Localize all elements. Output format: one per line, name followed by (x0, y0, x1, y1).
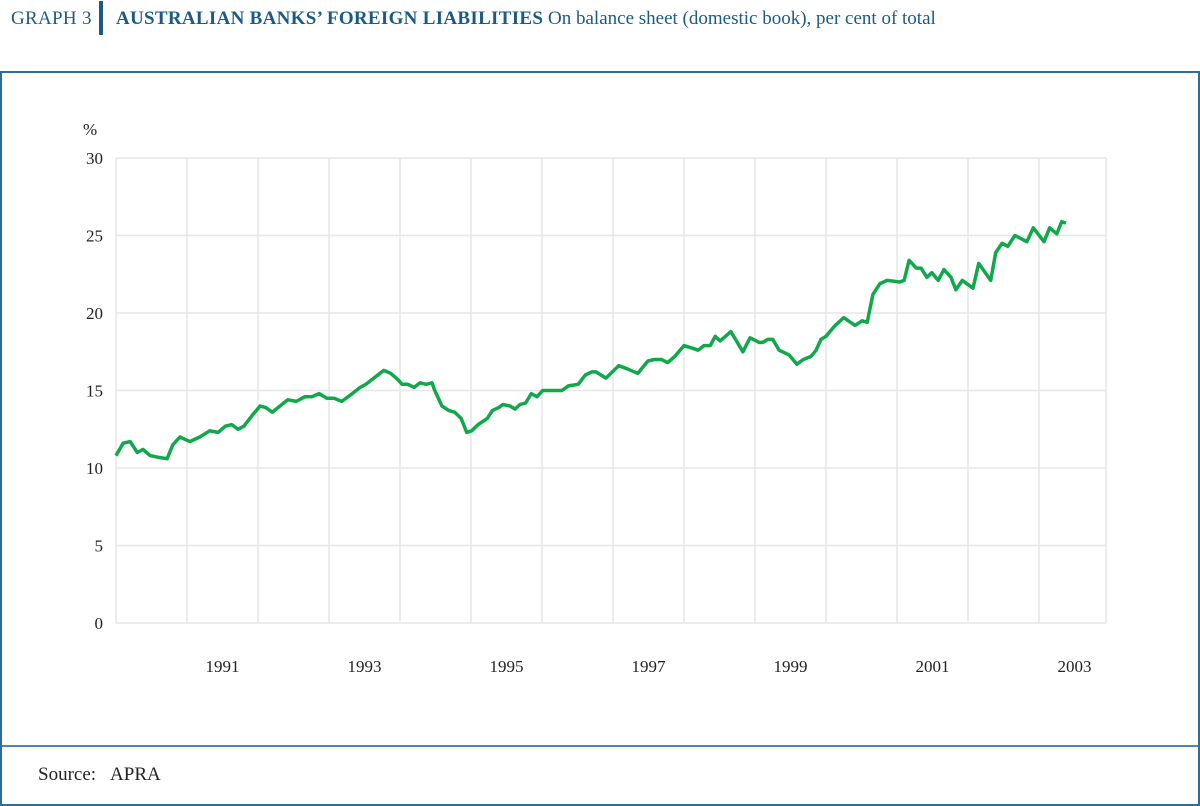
x-tick-label: 2001 (916, 657, 950, 676)
source-value: APRA (110, 764, 161, 785)
series-line (114, 219, 1067, 461)
y-tick-label: 0 (95, 614, 104, 633)
y-tick-label: 25 (86, 227, 103, 246)
y-tick-label: 15 (86, 382, 103, 401)
x-tick-label: 1991 (206, 657, 240, 676)
source-divider (2, 745, 1198, 747)
y-tick-label: 20 (86, 304, 103, 323)
y-tick-label: 5 (95, 537, 104, 556)
chart-title-main: AUSTRALIAN BANKS’ FOREIGN LIABILITIES (116, 8, 544, 29)
graph-number: GRAPH 3 (11, 8, 92, 29)
x-tick-label: 1995 (490, 657, 524, 676)
x-tick-label: 2003 (1058, 657, 1092, 676)
chart-header: GRAPH 3 AUSTRALIAN BANKS’ FOREIGN LIABIL… (0, 0, 1200, 70)
x-tick-label: 1993 (348, 657, 382, 676)
y-axis-ticks: 0 5 10 15 20 25 30 (86, 149, 103, 633)
y-tick-label: 10 (86, 459, 103, 478)
title-accent-bar (99, 1, 103, 35)
source-label: Source: (38, 764, 97, 785)
source-note: Source: APRA (38, 764, 175, 786)
y-axis-unit-label: % (83, 120, 97, 139)
y-tick-label: 30 (86, 149, 103, 168)
x-tick-label: 1999 (774, 657, 808, 676)
chart-title: AUSTRALIAN BANKS’ FOREIGN LIABILITIES On… (116, 8, 936, 30)
x-axis-ticks: 1991 1993 1995 1997 1999 2001 2003 (206, 657, 1092, 676)
x-tick-label: 1997 (632, 657, 667, 676)
gridlines (115, 157, 1107, 624)
chart-subtitle: On balance sheet (domestic book), per ce… (548, 8, 936, 29)
